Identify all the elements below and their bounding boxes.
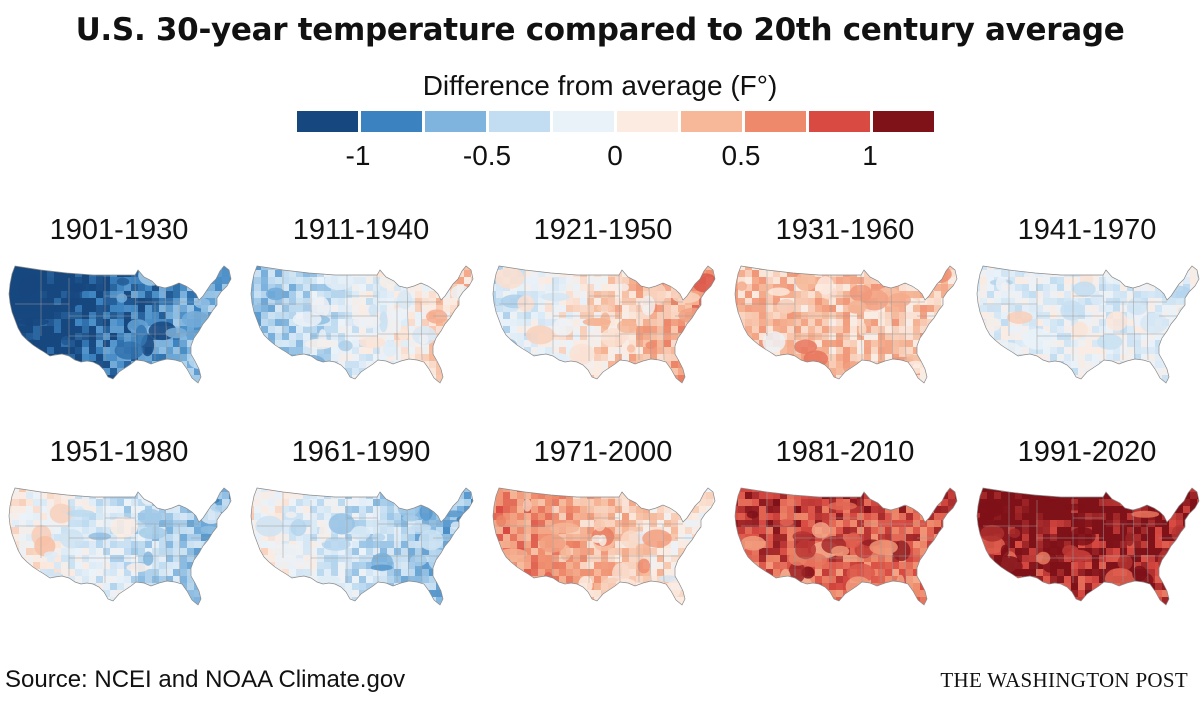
chart-title: U.S. 30-year temperature compared to 20t…: [75, 12, 1125, 48]
us-outline: [492, 265, 716, 384]
us-outline: [250, 487, 474, 606]
legend-swatch: [361, 111, 422, 132]
map-panel-1971-2000: 1971-2000: [489, 436, 717, 654]
state-borders: [499, 270, 699, 361]
legend-tick-label: -1: [345, 140, 371, 171]
map-period-label: 1991-2020: [1017, 436, 1157, 468]
us-choropleth-map: [734, 487, 958, 606]
map-period-label: 1901-1930: [49, 214, 189, 246]
map-period-label: 1911-1940: [292, 214, 430, 246]
us-choropleth-map: [8, 265, 232, 384]
color-legend: [297, 111, 937, 132]
legend-swatch: [617, 111, 678, 132]
state-borders: [741, 270, 941, 361]
us-choropleth-map: [492, 487, 716, 606]
map-panel-1911-1940: 1911-1940: [247, 214, 475, 432]
us-outline: [250, 265, 474, 384]
map-period-label: 1921-1950: [533, 214, 673, 246]
map-period-label: 1951-1980: [49, 436, 189, 468]
state-borders: [741, 492, 941, 583]
map-period-label: 1981-2010: [775, 436, 915, 468]
legend-tick-label: -0.5: [462, 140, 512, 171]
legend-tick-label: 0: [607, 140, 623, 171]
us-outline: [8, 487, 232, 606]
us-outline: [492, 487, 716, 606]
legend-swatch: [553, 111, 614, 132]
state-borders: [257, 492, 457, 583]
legend-title: Difference from average (F°): [422, 70, 778, 101]
map-panel-1961-1990: 1961-1990: [247, 436, 475, 654]
us-outline: [976, 265, 1200, 384]
us-outline: [8, 265, 232, 384]
us-choropleth-map: [492, 265, 716, 384]
us-choropleth-map: [8, 487, 232, 606]
map-period-label: 1941-1970: [1017, 214, 1157, 246]
map-panel-1921-1950: 1921-1950: [489, 214, 717, 432]
us-choropleth-map: [976, 487, 1200, 606]
map-period-label: 1961-1990: [291, 436, 431, 468]
state-borders: [15, 270, 215, 361]
legend-swatch: [297, 111, 358, 132]
legend-swatch: [489, 111, 550, 132]
legend-swatch: [745, 111, 806, 132]
legend-swatch: [425, 111, 486, 132]
us-choropleth-map: [250, 487, 474, 606]
map-panel-1951-1980: 1951-1980: [5, 436, 233, 654]
state-borders: [257, 270, 457, 361]
us-outline: [734, 265, 958, 384]
us-choropleth-map: [250, 265, 474, 384]
state-borders: [499, 492, 699, 583]
state-borders: [983, 270, 1183, 361]
map-period-label: 1971-2000: [533, 436, 673, 468]
us-outline: [734, 487, 958, 606]
legend-swatch: [809, 111, 870, 132]
us-choropleth-map: [976, 265, 1200, 384]
map-panel-1931-1960: 1931-1960: [731, 214, 959, 432]
legend-tick-label: 1: [862, 140, 878, 171]
us-outline: [976, 487, 1200, 606]
legend-swatch: [681, 111, 742, 132]
legend-swatch: [873, 111, 934, 132]
us-choropleth-map: [734, 265, 958, 384]
publisher-credit: THE WASHINGTON POST: [940, 668, 1188, 692]
legend-tick-label: 0.5: [721, 140, 761, 171]
map-panel-1981-2010: 1981-2010: [731, 436, 959, 654]
state-borders: [15, 492, 215, 583]
state-borders: [983, 492, 1183, 583]
map-panel-1991-2020: 1991-2020: [973, 436, 1200, 654]
map-panel-1901-1930: 1901-1930: [5, 214, 233, 432]
source-note: Source: NCEI and NOAA Climate.gov: [5, 666, 406, 693]
map-period-label: 1931-1960: [775, 214, 915, 246]
map-panel-1941-1970: 1941-1970: [973, 214, 1200, 432]
